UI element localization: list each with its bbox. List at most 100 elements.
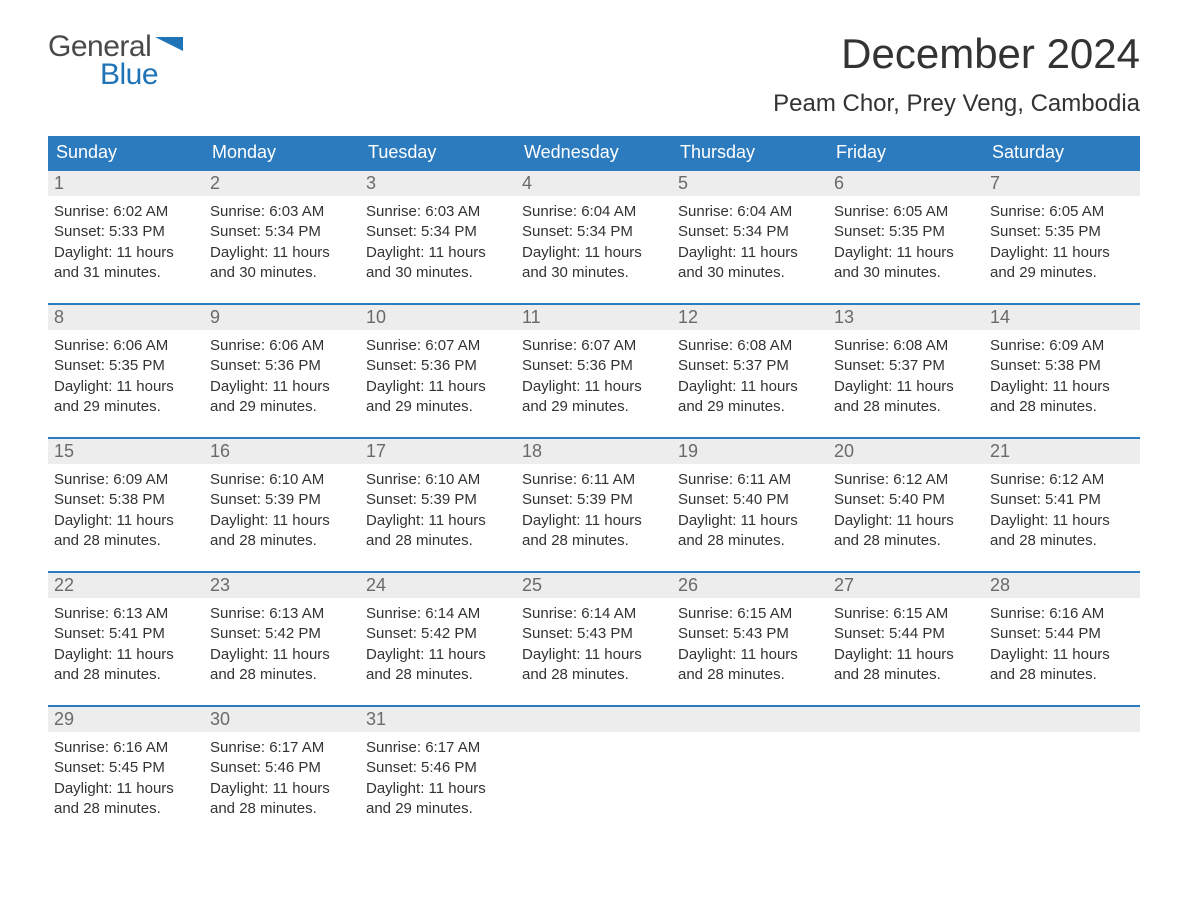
day-number: 22	[48, 573, 204, 598]
day-number: 19	[672, 439, 828, 464]
daylight-text-2: and 29 minutes.	[678, 397, 822, 417]
daylight-text-2: and 28 minutes.	[990, 531, 1134, 551]
daylight-text-2: and 28 minutes.	[54, 531, 198, 551]
day-body: Sunrise: 6:07 AMSunset: 5:36 PMDaylight:…	[360, 330, 516, 417]
sunrise-text: Sunrise: 6:07 AM	[366, 336, 510, 356]
sunset-text: Sunset: 5:44 PM	[834, 624, 978, 644]
day-number: 10	[360, 305, 516, 330]
sunrise-text: Sunrise: 6:04 AM	[522, 202, 666, 222]
day-number: 20	[828, 439, 984, 464]
day-number: 28	[984, 573, 1140, 598]
day-number: 17	[360, 439, 516, 464]
day-cell: 26Sunrise: 6:15 AMSunset: 5:43 PMDayligh…	[672, 573, 828, 685]
week-row: 8Sunrise: 6:06 AMSunset: 5:35 PMDaylight…	[48, 303, 1140, 417]
day-cell: 30Sunrise: 6:17 AMSunset: 5:46 PMDayligh…	[204, 707, 360, 819]
sunrise-text: Sunrise: 6:12 AM	[990, 470, 1134, 490]
day-cell: 9Sunrise: 6:06 AMSunset: 5:36 PMDaylight…	[204, 305, 360, 417]
daylight-text-2: and 28 minutes.	[678, 665, 822, 685]
daylight-text-2: and 28 minutes.	[210, 531, 354, 551]
day-cell: 19Sunrise: 6:11 AMSunset: 5:40 PMDayligh…	[672, 439, 828, 551]
daylight-text-1: Daylight: 11 hours	[366, 645, 510, 665]
day-number-bar: 6	[828, 171, 984, 196]
logo: General Blue	[48, 30, 183, 92]
day-body: Sunrise: 6:02 AMSunset: 5:33 PMDaylight:…	[48, 196, 204, 283]
day-number: 13	[828, 305, 984, 330]
sunrise-text: Sunrise: 6:09 AM	[54, 470, 198, 490]
day-body: Sunrise: 6:08 AMSunset: 5:37 PMDaylight:…	[672, 330, 828, 417]
day-number-bar	[672, 707, 828, 732]
day-number-bar: 9	[204, 305, 360, 330]
day-number-bar: 22	[48, 573, 204, 598]
weekday-header: Saturday	[984, 136, 1140, 169]
day-number: 25	[516, 573, 672, 598]
day-number-bar: 15	[48, 439, 204, 464]
weekday-header: Thursday	[672, 136, 828, 169]
sunrise-text: Sunrise: 6:05 AM	[834, 202, 978, 222]
day-number-bar: 20	[828, 439, 984, 464]
day-body: Sunrise: 6:14 AMSunset: 5:43 PMDaylight:…	[516, 598, 672, 685]
day-number-bar: 31	[360, 707, 516, 732]
day-body: Sunrise: 6:11 AMSunset: 5:39 PMDaylight:…	[516, 464, 672, 551]
sunrise-text: Sunrise: 6:17 AM	[366, 738, 510, 758]
daylight-text-1: Daylight: 11 hours	[54, 645, 198, 665]
daylight-text-2: and 28 minutes.	[54, 665, 198, 685]
day-cell: 12Sunrise: 6:08 AMSunset: 5:37 PMDayligh…	[672, 305, 828, 417]
day-body: Sunrise: 6:04 AMSunset: 5:34 PMDaylight:…	[516, 196, 672, 283]
daylight-text-1: Daylight: 11 hours	[834, 377, 978, 397]
daylight-text-1: Daylight: 11 hours	[678, 243, 822, 263]
day-number: 4	[516, 171, 672, 196]
day-number: 27	[828, 573, 984, 598]
daylight-text-1: Daylight: 11 hours	[522, 511, 666, 531]
daylight-text-2: and 29 minutes.	[54, 397, 198, 417]
weekday-header-row: Sunday Monday Tuesday Wednesday Thursday…	[48, 136, 1140, 169]
sunrise-text: Sunrise: 6:16 AM	[990, 604, 1134, 624]
daylight-text-1: Daylight: 11 hours	[54, 779, 198, 799]
week-row: 1Sunrise: 6:02 AMSunset: 5:33 PMDaylight…	[48, 169, 1140, 283]
weeks-container: 1Sunrise: 6:02 AMSunset: 5:33 PMDaylight…	[48, 169, 1140, 819]
day-number: 6	[828, 171, 984, 196]
day-number	[984, 707, 1140, 732]
sunset-text: Sunset: 5:41 PM	[54, 624, 198, 644]
day-body: Sunrise: 6:03 AMSunset: 5:34 PMDaylight:…	[204, 196, 360, 283]
daylight-text-1: Daylight: 11 hours	[990, 645, 1134, 665]
day-number: 3	[360, 171, 516, 196]
sunset-text: Sunset: 5:38 PM	[990, 356, 1134, 376]
day-cell: 6Sunrise: 6:05 AMSunset: 5:35 PMDaylight…	[828, 171, 984, 283]
sunrise-text: Sunrise: 6:03 AM	[210, 202, 354, 222]
day-body: Sunrise: 6:03 AMSunset: 5:34 PMDaylight:…	[360, 196, 516, 283]
daylight-text-1: Daylight: 11 hours	[210, 511, 354, 531]
sunset-text: Sunset: 5:34 PM	[210, 222, 354, 242]
sunrise-text: Sunrise: 6:03 AM	[366, 202, 510, 222]
day-cell: 7Sunrise: 6:05 AMSunset: 5:35 PMDaylight…	[984, 171, 1140, 283]
day-number: 9	[204, 305, 360, 330]
day-body: Sunrise: 6:13 AMSunset: 5:41 PMDaylight:…	[48, 598, 204, 685]
day-body: Sunrise: 6:12 AMSunset: 5:41 PMDaylight:…	[984, 464, 1140, 551]
day-number: 24	[360, 573, 516, 598]
daylight-text-2: and 28 minutes.	[678, 531, 822, 551]
sunset-text: Sunset: 5:39 PM	[522, 490, 666, 510]
day-body: Sunrise: 6:17 AMSunset: 5:46 PMDaylight:…	[360, 732, 516, 819]
daylight-text-1: Daylight: 11 hours	[366, 377, 510, 397]
sunset-text: Sunset: 5:37 PM	[834, 356, 978, 376]
daylight-text-1: Daylight: 11 hours	[678, 377, 822, 397]
sunrise-text: Sunrise: 6:10 AM	[366, 470, 510, 490]
daylight-text-1: Daylight: 11 hours	[210, 377, 354, 397]
sunset-text: Sunset: 5:33 PM	[54, 222, 198, 242]
daylight-text-2: and 28 minutes.	[990, 397, 1134, 417]
day-number: 1	[48, 171, 204, 196]
daylight-text-2: and 30 minutes.	[366, 263, 510, 283]
day-cell	[516, 707, 672, 819]
day-number: 15	[48, 439, 204, 464]
day-number-bar: 21	[984, 439, 1140, 464]
day-number	[828, 707, 984, 732]
sunset-text: Sunset: 5:38 PM	[54, 490, 198, 510]
calendar-grid: Sunday Monday Tuesday Wednesday Thursday…	[48, 136, 1140, 819]
sunset-text: Sunset: 5:34 PM	[522, 222, 666, 242]
daylight-text-1: Daylight: 11 hours	[366, 243, 510, 263]
day-number: 2	[204, 171, 360, 196]
sunset-text: Sunset: 5:35 PM	[990, 222, 1134, 242]
day-number-bar	[828, 707, 984, 732]
daylight-text-1: Daylight: 11 hours	[834, 511, 978, 531]
day-number: 7	[984, 171, 1140, 196]
daylight-text-1: Daylight: 11 hours	[990, 243, 1134, 263]
